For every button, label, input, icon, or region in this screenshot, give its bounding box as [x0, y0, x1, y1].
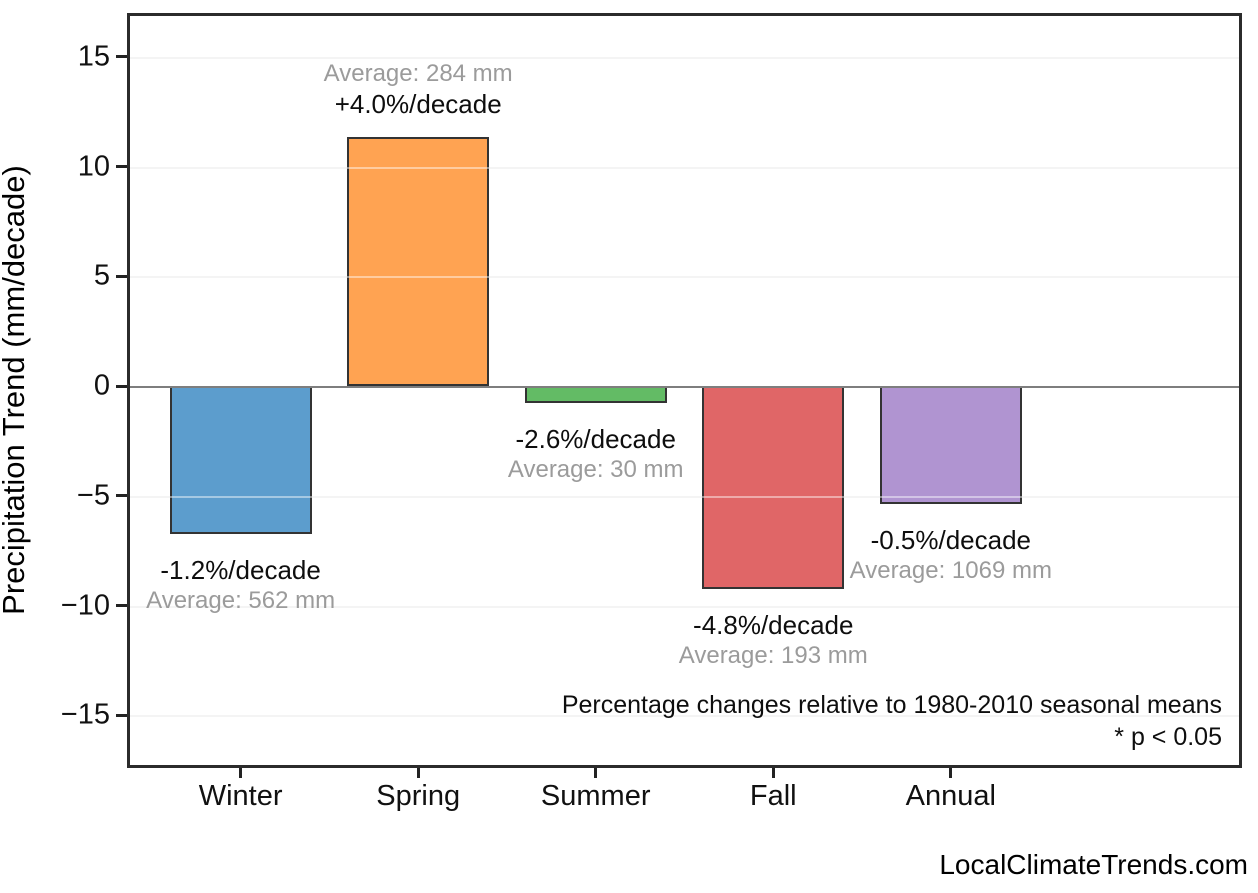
annotation-block: Percentage changes relative to 1980-2010…	[562, 689, 1222, 754]
plot-area	[127, 13, 1242, 768]
y-tick-mark	[116, 165, 127, 169]
y-axis-title: Precipitation Trend (mm/decade)	[0, 165, 31, 615]
bar-label-block-fall: -4.8%/decade Average: 193 mm	[633, 609, 913, 670]
bar-trend-label: -2.6%/decade	[515, 424, 676, 455]
bar-label-block-summer: -2.6%/decade Average: 30 mm	[456, 423, 736, 484]
gridline	[130, 495, 1239, 498]
gridline	[130, 166, 1239, 169]
x-tick-mark	[949, 768, 953, 778]
gridline-overlay	[130, 715, 1239, 718]
x-tick-label-annual: Annual	[905, 780, 996, 812]
x-tick-label-spring: Spring	[376, 780, 461, 812]
gridline-overlay	[130, 495, 1239, 498]
y-tick-mark	[116, 604, 127, 608]
bar-trend-label: -1.2%/decade	[160, 555, 321, 586]
y-tick-label: 15	[77, 40, 110, 73]
y-tick-mark	[116, 384, 127, 388]
gridline	[130, 715, 1239, 718]
y-tick-mark	[116, 55, 127, 59]
x-tick-mark	[239, 768, 243, 778]
bar-average-label: Average: 30 mm	[507, 456, 684, 484]
x-tick-label-winter: Winter	[198, 780, 283, 812]
x-tick-label-summer: Summer	[540, 780, 651, 812]
bar-label-block-annual: -0.5%/decade Average: 1069 mm	[811, 524, 1091, 585]
bar-fall	[702, 386, 845, 590]
watermark-text: LocalClimateTrends.com	[939, 849, 1248, 880]
y-tick-label: −15	[60, 698, 110, 731]
bar-spring	[347, 136, 490, 387]
bar-annual	[879, 386, 1022, 504]
x-tick-mark	[771, 768, 775, 778]
bar-summer	[524, 386, 667, 404]
y-tick-mark	[116, 274, 127, 278]
bar-trend-label: -0.5%/decade	[870, 524, 1032, 555]
bar-average-label: Average: 1069 mm	[849, 556, 1052, 584]
x-tick-label-fall: Fall	[749, 780, 797, 812]
x-tick-mark	[594, 768, 598, 778]
y-tick-label: 10	[77, 150, 110, 183]
bar-trend-label: +4.0%/decade	[334, 88, 502, 119]
bar-winter	[169, 386, 312, 535]
y-tick-label: −10	[60, 589, 110, 622]
gridline	[130, 276, 1239, 279]
gridline-overlay	[130, 166, 1239, 169]
gridline	[130, 605, 1239, 608]
gridline-overlay	[130, 56, 1239, 59]
y-tick-label: 0	[93, 369, 110, 402]
gridline	[130, 56, 1239, 59]
gridline-overlay	[130, 605, 1239, 608]
bar-trend-label: -4.8%/decade	[693, 610, 854, 641]
zero-line	[130, 386, 1239, 389]
bar-label-block-spring: Average: 284 mm +4.0%/decade	[278, 59, 558, 120]
bar-average-label: Average: 284 mm	[323, 59, 513, 87]
gridline-overlay	[130, 276, 1239, 279]
annotation-note: Percentage changes relative to 1980-2010…	[561, 691, 1222, 719]
bar-average-label: Average: 562 mm	[146, 587, 336, 615]
y-tick-label: −5	[76, 479, 110, 512]
y-tick-mark	[116, 494, 127, 498]
bar-label-block-winter: -1.2%/decade Average: 562 mm	[101, 554, 381, 615]
y-tick-mark	[116, 713, 127, 717]
annotation-significance: * p < 0.05	[1114, 723, 1222, 751]
x-tick-mark	[416, 768, 420, 778]
bar-average-label: Average: 193 mm	[678, 642, 868, 670]
y-tick-label: 5	[93, 259, 110, 292]
